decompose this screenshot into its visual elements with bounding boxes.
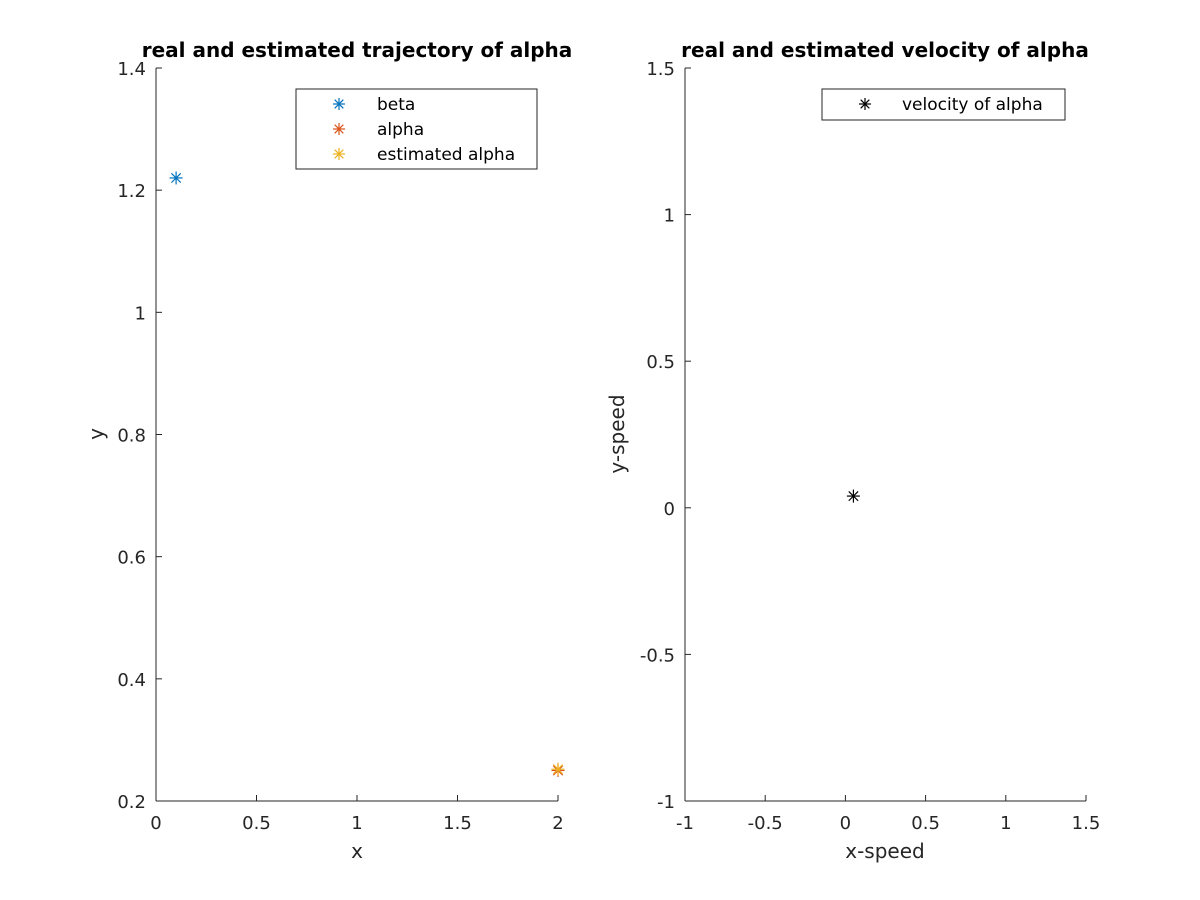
x-tick-label: 1.5 [1072,813,1101,834]
y-ticks: 0.2 0.4 0.6 0.8 1 1.2 1.4 [117,59,162,813]
y-ticks: -1 -0.5 0 0.5 1 1.5 [640,59,691,813]
x-tick-label: 0 [840,813,851,834]
x-tick-label: 0 [150,813,161,834]
y-tick-label: 1 [135,303,146,324]
plot-area [685,68,1086,801]
legend-entry-label: alpha [377,120,424,140]
y-tick-label: 1 [664,206,675,227]
data-points [169,171,565,777]
x-axis-label: x-speed [845,839,924,863]
x-tick-label: 2 [552,813,563,834]
data-point [551,762,565,776]
y-axis-label: y-speed [605,394,629,473]
x-axis-label: x [351,839,363,863]
chart-title: real and estimated trajectory of alpha [142,38,573,62]
y-tick-label: 0.4 [117,670,146,691]
x-tick-label: 1 [351,813,362,834]
x-ticks: 0 0.5 1 1.5 2 [150,795,564,834]
y-tick-label: 1.4 [117,59,146,80]
y-axis-label: y [84,428,108,440]
y-tick-label: 0.2 [117,792,146,813]
data-point [169,171,183,185]
chart-title: real and estimated velocity of alpha [681,38,1089,62]
legend-marker [859,98,871,110]
velocity-chart: real and estimated velocity of alpha -1-… [605,38,1100,863]
data-points [846,489,860,503]
legend-marker [333,123,345,135]
y-tick-label: 0 [664,499,675,520]
legend-marker [333,98,345,110]
y-tick-label: -0.5 [640,645,675,666]
legend-entry-label: estimated alpha [377,145,515,165]
y-tick-label: 0.5 [646,352,675,373]
y-tick-label: -1 [657,792,675,813]
legend-marker [333,148,345,160]
x-tick-label: -1 [676,813,694,834]
legend-entry-label: velocity of alpha [902,95,1043,115]
y-tick-label: 1.5 [646,59,675,80]
x-tick-label: 0.5 [911,813,940,834]
data-point [846,489,860,503]
y-tick-label: 1.2 [117,181,146,202]
plot-area [156,68,558,801]
y-tick-label: 0.8 [117,426,146,447]
x-tick-label: 1.5 [443,813,472,834]
y-tick-label: 0.6 [117,548,146,569]
legend-entry-label: beta [377,95,415,115]
x-tick-label: -0.5 [748,813,783,834]
x-tick-label: 0.5 [242,813,271,834]
x-tick-label: 1 [1000,813,1011,834]
x-ticks: -1 -0.5 0 0.5 1 1.5 [676,795,1100,834]
legend: velocity of alpha [821,88,1066,121]
trajectory-chart: real and estimated trajectory of alpha 0… [84,38,572,863]
legend: beta alpha estimated alpha [295,88,538,170]
